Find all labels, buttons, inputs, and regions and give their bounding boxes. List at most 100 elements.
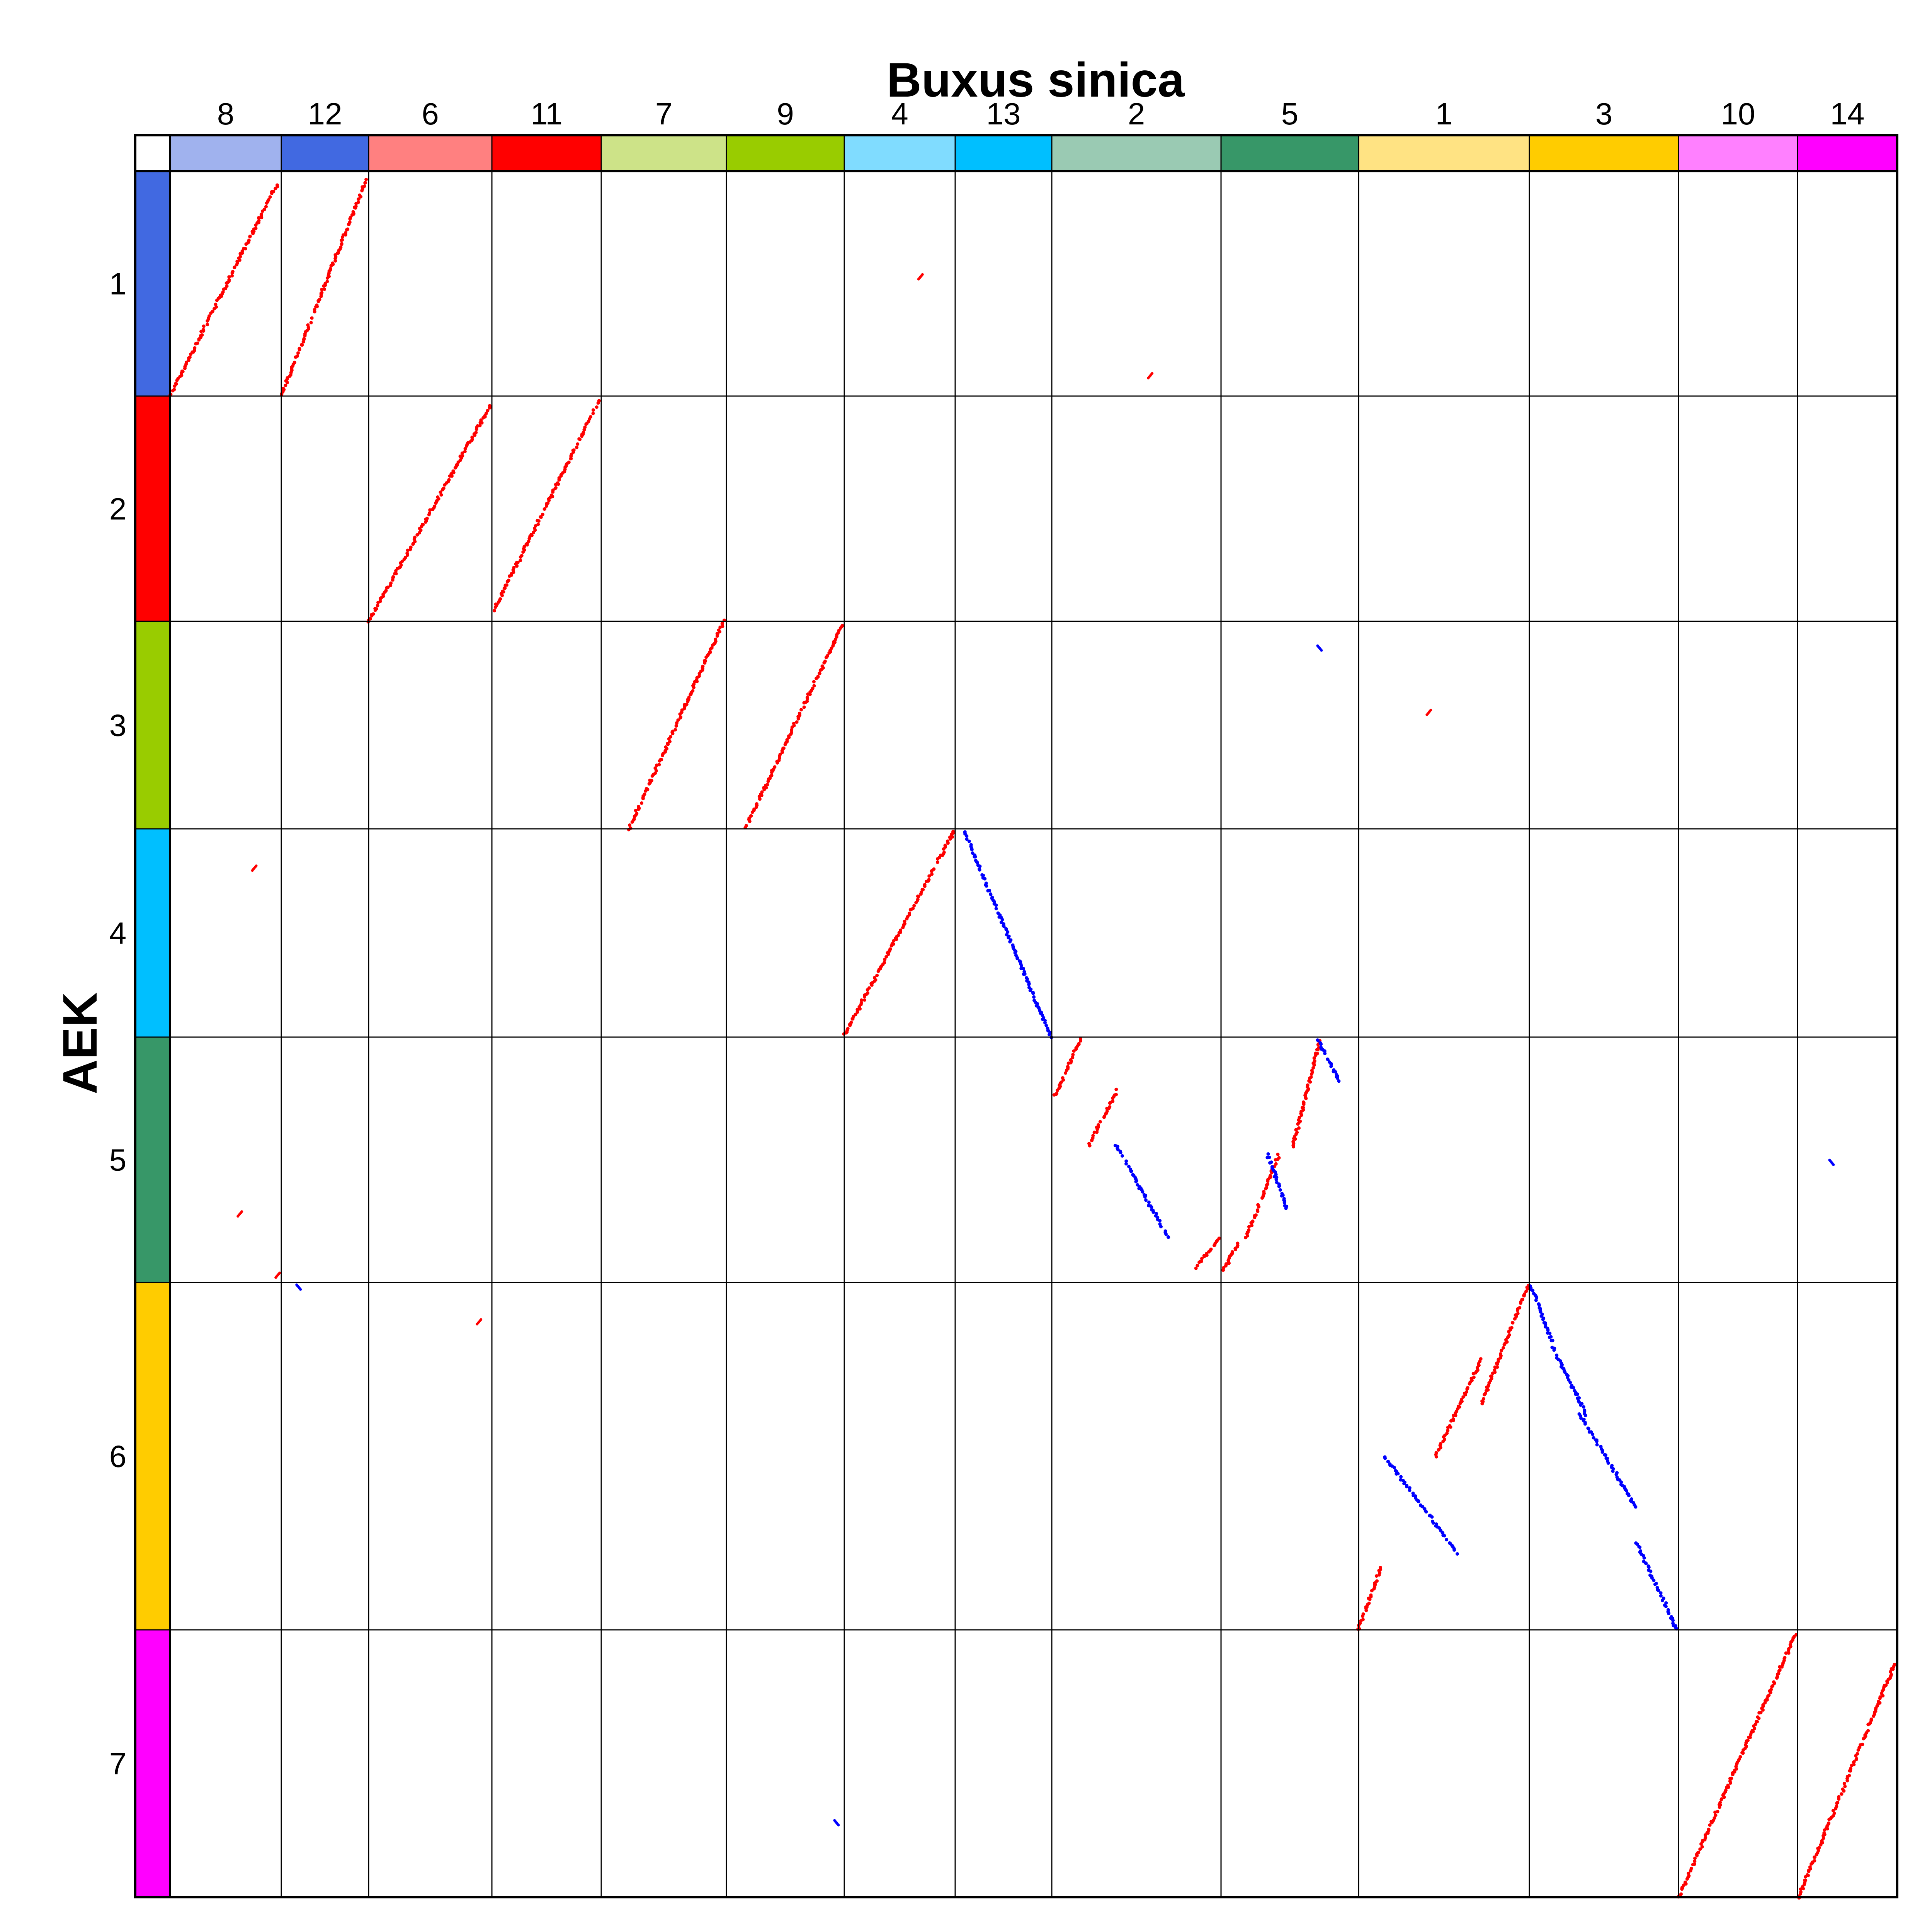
hit-dot — [537, 519, 541, 523]
hit-dot — [1693, 1859, 1696, 1863]
hit-dot — [281, 386, 285, 390]
hit-dot — [1604, 1453, 1607, 1457]
hit-dot — [1820, 1839, 1824, 1843]
hit-dot — [231, 270, 235, 274]
hit-dot — [715, 632, 719, 636]
hit-dot — [903, 920, 906, 923]
hit-dot — [310, 316, 314, 320]
synteny-block — [280, 177, 368, 397]
hit-dot — [439, 490, 442, 494]
hit-dot — [1498, 1352, 1502, 1356]
hit-dot — [867, 986, 871, 990]
hit-dot — [935, 861, 939, 864]
hit-dot — [1481, 1397, 1485, 1401]
hit-dot — [1510, 1326, 1514, 1330]
hit-dot — [907, 912, 911, 915]
hit-dot — [674, 724, 678, 728]
hit-dot — [255, 864, 258, 867]
hit-dot — [1361, 1612, 1365, 1616]
hit-dot — [989, 892, 993, 896]
hit-dot — [1329, 1065, 1333, 1068]
hit-dot — [1539, 1314, 1543, 1318]
hit-dot — [1546, 1328, 1550, 1332]
hit-dot — [405, 551, 409, 555]
hit-dot — [268, 195, 272, 199]
hit-dot — [1667, 1611, 1671, 1615]
x-tick-label-8: 8 — [217, 97, 235, 131]
hit-dot — [1092, 1130, 1096, 1134]
hit-dot — [833, 1819, 836, 1822]
hit-dot — [1750, 1729, 1754, 1733]
hit-dot — [923, 883, 927, 886]
hit-dot — [364, 177, 368, 181]
hit-dot — [975, 861, 979, 864]
plot-frame — [134, 134, 1898, 1898]
hit-dot — [461, 454, 464, 458]
hit-dot — [1644, 1561, 1648, 1565]
synteny-block — [168, 183, 279, 397]
hit-dot — [1464, 1390, 1468, 1394]
hit-dot — [653, 766, 657, 770]
hit-dot — [1478, 1360, 1482, 1364]
hit-dot — [1831, 1809, 1835, 1813]
hit-dot — [591, 412, 595, 415]
hit-dot — [1431, 1521, 1435, 1525]
hit-dot — [1625, 1489, 1628, 1493]
hit-dot — [439, 493, 443, 497]
hit-dot — [1250, 1224, 1254, 1228]
hit-dot — [1804, 1878, 1808, 1882]
hit-dot — [575, 446, 579, 449]
hit-dot — [798, 711, 801, 715]
hit-dot — [883, 961, 886, 964]
x-tick-label-1: 1 — [1435, 97, 1453, 131]
hit-dot — [298, 347, 301, 350]
hit-dot — [1274, 1178, 1278, 1182]
hit-dot — [1196, 1264, 1199, 1267]
hit-dot — [896, 934, 900, 937]
hit-dot — [1019, 964, 1023, 968]
hit-dot — [1298, 1116, 1301, 1119]
hit-dot — [1141, 1190, 1145, 1194]
hit-dot — [1843, 1784, 1847, 1788]
hit-dot — [1200, 1257, 1204, 1260]
hit-dot — [891, 942, 895, 946]
hit-dot — [1095, 1130, 1099, 1134]
hit-dot — [1143, 1195, 1147, 1199]
hit-dot — [1707, 1827, 1711, 1831]
hit-dot — [1199, 1259, 1202, 1263]
y-tick-label-3: 3 — [109, 708, 127, 743]
hit-dot — [1692, 1862, 1696, 1866]
hit-dot — [320, 287, 324, 291]
hit-dot — [348, 220, 352, 224]
hit-dot — [634, 809, 638, 812]
hit-dot — [884, 955, 888, 959]
y-chromosome-bar-4 — [135, 829, 170, 1037]
hit-dot — [1028, 989, 1032, 992]
hit-dot — [263, 207, 267, 211]
hit-dot — [1808, 1865, 1812, 1869]
hit-dot — [758, 797, 762, 801]
hit-dot — [812, 680, 816, 684]
hit-dot — [1268, 1161, 1272, 1165]
y-tick-label-7: 7 — [109, 1747, 127, 1781]
hit-dot — [1383, 1456, 1387, 1460]
hit-dot — [994, 903, 998, 907]
hit-dot — [554, 486, 558, 490]
hit-dot — [899, 929, 903, 932]
hit-dot — [1266, 1152, 1270, 1156]
hit-dot — [714, 638, 718, 641]
hit-dot — [942, 850, 946, 854]
hit-dot — [1209, 1247, 1213, 1251]
synteny-block — [1113, 1144, 1170, 1239]
hit-dot — [1693, 1856, 1697, 1860]
hit-dot — [1579, 1403, 1583, 1407]
hit-dot — [676, 718, 680, 722]
hit-dot — [193, 346, 197, 350]
hit-dot — [685, 702, 689, 706]
hit-dot — [320, 291, 324, 294]
hit-dot — [1060, 1080, 1063, 1084]
x-chromosome-bar-4 — [844, 135, 955, 170]
hit-dot — [1671, 1619, 1675, 1622]
scattered-hit — [476, 1318, 483, 1326]
hit-dot — [1022, 967, 1025, 971]
